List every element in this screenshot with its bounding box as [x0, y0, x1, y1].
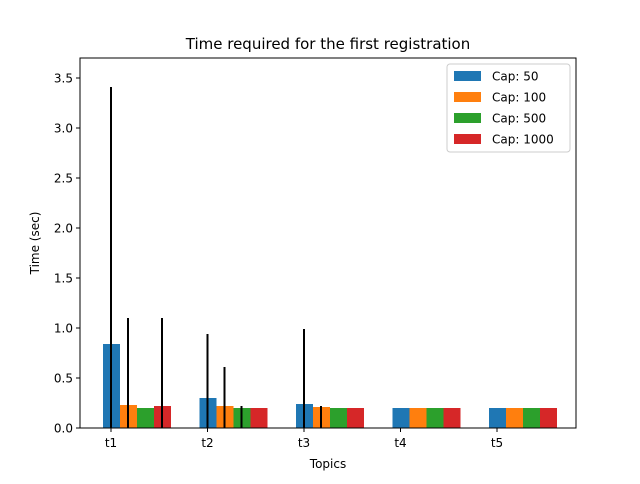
bar-t1-series-3	[137, 408, 154, 428]
legend-swatch-series-4	[454, 134, 481, 144]
legend-label-series-3: Cap: 500	[492, 112, 546, 126]
plot-error-bars	[110, 87, 322, 428]
y-tick-label: 2.0	[54, 222, 73, 236]
y-tick-label: 3.5	[54, 72, 73, 86]
y-tick-label: 2.5	[54, 172, 73, 186]
y-tick-label: 0.0	[54, 422, 73, 436]
legend-swatch-series-2	[454, 92, 481, 102]
y-tick-label: 0.5	[54, 372, 73, 386]
legend-label-series-1: Cap: 50	[492, 70, 538, 84]
chart-title: Time required for the first registration	[185, 35, 471, 53]
y-axis-label: Time (sec)	[28, 212, 42, 276]
legend: Cap: 50 Cap: 100 Cap: 500 Cap: 1000	[446, 63, 571, 153]
bar-t3-series-3	[330, 408, 347, 428]
x-axis: t1 t2 t3 t4 t5	[105, 428, 503, 450]
legend-box	[446, 63, 571, 153]
y-tick-label: 1.5	[54, 272, 73, 286]
x-tick-label: t3	[298, 436, 310, 450]
plot-bars	[103, 344, 557, 428]
y-tick-label: 1.0	[54, 322, 73, 336]
y-axis: 0.0 0.5 1.0 1.5 2.0 2.5 3.0 3.5	[54, 72, 80, 436]
x-axis-label: Topics	[309, 457, 346, 471]
bar-t3-series-4	[347, 408, 364, 428]
bar-t5-series-1	[489, 408, 506, 428]
legend-label-series-4: Cap: 1000	[492, 133, 554, 147]
bar-t5-series-2	[506, 408, 523, 428]
bar-t4-series-3	[426, 408, 444, 428]
x-tick-label: t5	[491, 436, 503, 450]
y-tick-label: 3.0	[54, 122, 73, 136]
bar-t4-series-2	[409, 408, 427, 428]
bar-t2-series-4	[250, 408, 268, 428]
bar-t5-series-3	[523, 408, 540, 428]
bar-t4-series-4	[443, 408, 461, 428]
x-tick-label: t4	[394, 436, 406, 450]
x-tick-label: t1	[105, 436, 117, 450]
plot-frame	[79, 57, 577, 429]
legend-label-series-2: Cap: 100	[492, 91, 546, 105]
bar-t5-series-4	[540, 408, 557, 428]
x-tick-label: t2	[201, 436, 213, 450]
legend-swatch-series-3	[454, 113, 481, 123]
legend-swatch-series-1	[454, 71, 481, 81]
bar-t4-series-1	[392, 408, 410, 428]
